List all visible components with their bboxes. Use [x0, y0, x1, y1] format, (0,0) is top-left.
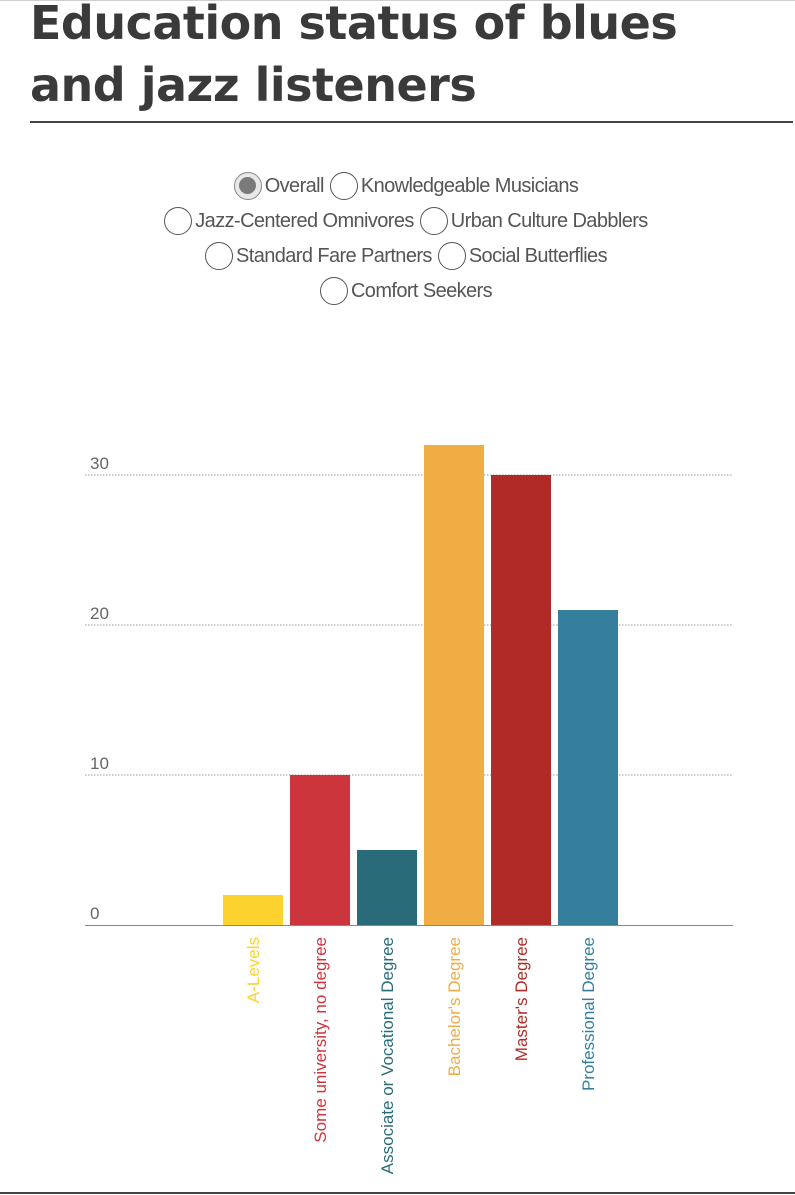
- y-axis-ticks: 0 10 20 30: [90, 454, 109, 923]
- x-tick-label: A-Levels: [244, 937, 263, 1003]
- filter-option-social-butterflies[interactable]: Social Butterflies: [437, 242, 608, 270]
- grid-lines: [85, 474, 733, 776]
- radio-button[interactable]: [164, 207, 193, 235]
- filter-option-overall[interactable]: Overall: [233, 172, 325, 200]
- bar-professional-degree: [558, 610, 618, 925]
- radio-button[interactable]: [329, 172, 358, 200]
- bottom-divider: [0, 1192, 795, 1194]
- radio-button[interactable]: [205, 242, 234, 270]
- filter-option-label: Comfort Seekers: [350, 280, 493, 302]
- y-tick-label: 30: [90, 454, 109, 473]
- filter-option-label: Knowledgeable Musicians: [360, 175, 579, 197]
- y-tick-label: 20: [90, 604, 109, 623]
- filter-option-label: Urban Culture Dabblers: [450, 210, 649, 232]
- bar-master-s-degree: [491, 475, 551, 925]
- filter-option-jazz-centered-omnivores[interactable]: Jazz-Centered Omnivores: [164, 207, 414, 235]
- filter-row: Comfort Seekers: [100, 277, 712, 305]
- radio-button[interactable]: [419, 207, 448, 235]
- filter-option-label: Social Butterflies: [468, 245, 608, 267]
- x-axis-labels: A-Levels Some university, no degree Associ…: [244, 937, 598, 1174]
- segment-filter-group: Overall Knowledgeable Musicians Jazz-Cente…: [100, 172, 712, 305]
- x-tick-label: Bachelor's Degree: [445, 937, 464, 1076]
- radio-button[interactable]: [437, 242, 466, 270]
- filter-option-label: Jazz-Centered Omnivores: [195, 210, 414, 232]
- bars: [223, 445, 618, 925]
- title-divider: [30, 121, 793, 123]
- filter-option-urban-culture-dabblers[interactable]: Urban Culture Dabblers: [419, 207, 649, 235]
- bar-a-levels: [223, 895, 283, 925]
- radio-button[interactable]: [319, 277, 348, 305]
- bar-bachelor-s-degree: [424, 445, 484, 925]
- filter-row: Standard Fare Partners Social Butterflies: [100, 242, 712, 270]
- filter-row: Overall Knowledgeable Musicians: [100, 172, 712, 200]
- y-tick-label: 0: [90, 904, 99, 923]
- page-title: Education status of blues and jazz liste…: [30, 0, 678, 112]
- y-tick-label: 10: [90, 754, 109, 773]
- x-tick-label: Master's Degree: [512, 937, 531, 1061]
- bar-some-university-no-degree: [290, 775, 350, 925]
- filter-option-label: Standard Fare Partners: [236, 245, 432, 267]
- filter-option-standard-fare-partners[interactable]: Standard Fare Partners: [205, 242, 432, 270]
- radio-button[interactable]: [233, 172, 262, 200]
- top-divider: [0, 0, 795, 1]
- x-tick-label: Some university, no degree: [311, 937, 330, 1143]
- education-bar-chart: 0 10 20 30 A-Levels Some university, no degr…: [85, 445, 733, 1174]
- bar-associate-or-vocational-degree: [357, 850, 417, 925]
- filter-option-label: Overall: [264, 175, 325, 197]
- x-tick-label: Professional Degree: [579, 937, 598, 1091]
- filter-option-knowledgeable-musicians[interactable]: Knowledgeable Musicians: [329, 172, 579, 200]
- filter-row: Jazz-Centered Omnivores Urban Culture Dab…: [100, 207, 712, 235]
- filter-option-comfort-seekers[interactable]: Comfort Seekers: [319, 277, 493, 305]
- x-tick-label: Associate or Vocational Degree: [378, 937, 397, 1174]
